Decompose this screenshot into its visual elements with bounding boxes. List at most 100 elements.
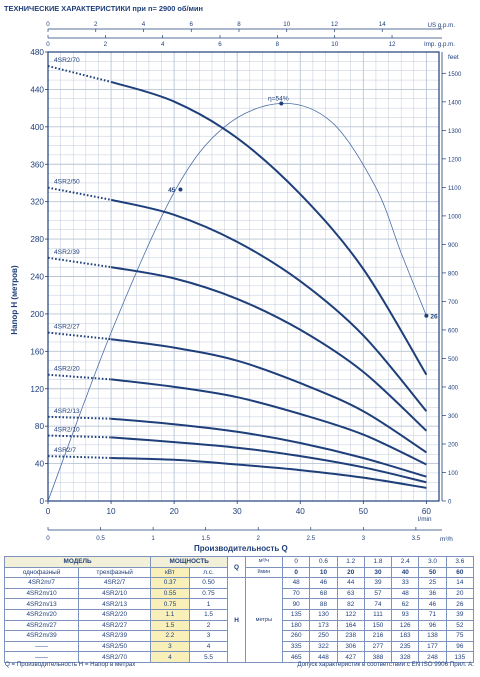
y-tick-label: 240 <box>30 273 44 282</box>
x-tick-label: 30 <box>233 507 243 516</box>
efficiency-marker-label: 45 <box>168 187 176 194</box>
y-tick-label: 480 <box>30 48 44 57</box>
head-value: 335 <box>282 640 311 653</box>
x-axis-title: Производительность Q <box>194 544 288 553</box>
pump-curve-label: 4SR2/10 <box>54 427 80 434</box>
q-header: Q <box>227 555 246 579</box>
head-value: 138 <box>418 630 447 642</box>
head-value: 388 <box>363 651 393 663</box>
head-value: 235 <box>391 640 420 653</box>
head-value: 177 <box>418 640 447 653</box>
feet-tick-label: 900 <box>448 243 459 249</box>
single-phase-model: 4SR2m/20 <box>3 608 80 621</box>
head-value: 14 <box>445 577 475 589</box>
pump-curve <box>110 198 428 412</box>
head-value: 62 <box>391 598 420 610</box>
lmin-value: 40 <box>391 566 420 579</box>
three-phase-model: 4SR2/20 <box>78 608 152 621</box>
power-kw: 0.37 <box>150 577 190 589</box>
impgpm-tick-label: 8 <box>276 41 280 48</box>
m3h-value: 1.8 <box>363 556 393 568</box>
single-phase-model: 4SR2m/10 <box>3 587 80 600</box>
feet-tick-label: 300 <box>448 414 459 420</box>
head-value: 75 <box>445 630 475 642</box>
impgpm-tick-label: 10 <box>331 41 338 48</box>
impgpm-tick-label: 4 <box>161 41 165 48</box>
y-tick-label: 280 <box>30 235 44 244</box>
feet-tick-label: 200 <box>448 442 459 448</box>
y-tick-label: 160 <box>30 347 44 356</box>
single-phase-model: 4SR2m/13 <box>3 598 80 610</box>
head-value: 39 <box>363 577 393 589</box>
head-value: 306 <box>336 640 365 653</box>
x-tick-label: 10 <box>107 507 117 516</box>
feet-tick-label: 1300 <box>448 129 462 135</box>
three-phase-model: 4SR2/27 <box>78 619 152 632</box>
power-hp: 0.75 <box>188 587 229 600</box>
head-value: 150 <box>363 619 393 632</box>
x-tick-label: 60 <box>422 507 432 516</box>
impgpm-tick-label: 12 <box>389 41 396 48</box>
y-tick-label: 440 <box>30 85 44 94</box>
single-phase-model: 4SR2m/39 <box>3 630 80 642</box>
h-header: H <box>227 577 246 663</box>
y-tick-label: 400 <box>30 123 44 132</box>
usgpm-tick-label: 12 <box>331 21 338 28</box>
y-tick-label: 0 <box>39 497 44 506</box>
usgpm-tick-label: 4 <box>142 21 146 28</box>
impgpm-label: Imp. g.p.m. <box>424 41 455 48</box>
single-phase-header: однофазный <box>3 566 80 579</box>
power-hp: 0.50 <box>188 577 229 589</box>
head-value: 93 <box>391 608 420 621</box>
feet-tick-label: 500 <box>448 357 459 363</box>
footnote-tolerance: Допуск характеристик в соответствии с EN… <box>297 661 474 668</box>
chart-plot-layer: 0408012016020024028032036040044048001002… <box>30 21 462 542</box>
head-value: 74 <box>363 598 393 610</box>
power-kw: 4 <box>150 651 190 663</box>
power-kw: 1.5 <box>150 619 190 632</box>
usgpm-tick-label: 6 <box>190 21 194 28</box>
head-value: 52 <box>445 619 475 632</box>
head-value: 71 <box>418 608 447 621</box>
head-value: 465 <box>282 651 311 663</box>
three-phase-model: 4SR2/13 <box>78 598 152 610</box>
three-phase-model: 4SR2/7 <box>78 577 152 589</box>
y-tick-label: 320 <box>30 198 44 207</box>
lmin-value: 20 <box>336 566 365 579</box>
head-value: 63 <box>336 587 365 600</box>
pump-curve-label: 4SR2/13 <box>54 408 80 415</box>
usgpm-tick-label: 14 <box>379 21 386 28</box>
single-phase-model: 4SR2m/7 <box>3 577 80 589</box>
m3h-tick-label: 3.5 <box>412 535 421 542</box>
m3h-value: 3.0 <box>418 556 447 568</box>
head-value: 122 <box>336 608 365 621</box>
usgpm-tick-label: 10 <box>283 21 290 28</box>
m3h-value: 2.4 <box>391 556 420 568</box>
lmin-value: 30 <box>363 566 393 579</box>
chart-title: ТЕХНИЧЕСКИЕ ХАРАКТЕРИСТИКИ при n= 2900 о… <box>4 4 203 13</box>
table-row: 4SR2m/10 4SR2/10 0.55 0.75 70 68 63 57 48 36 20 <box>3 587 475 600</box>
pump-curve <box>110 378 427 466</box>
single-phase-model: 4SR2m/27 <box>3 619 80 632</box>
head-value: 90 <box>282 598 311 610</box>
m3h-tick-label: 2 <box>256 535 260 542</box>
three-phase-model: 4SR2/39 <box>78 630 152 642</box>
head-value: 20 <box>445 587 475 600</box>
head-value: 238 <box>336 630 365 642</box>
head-value: 46 <box>309 577 338 589</box>
power-kw: 0.55 <box>150 587 190 600</box>
m3h-header: м³/ч <box>244 556 284 568</box>
head-value: 328 <box>391 651 420 663</box>
three-phase-model: 4SR2/70 <box>78 651 152 663</box>
impgpm-tick-label: 6 <box>218 41 222 48</box>
pump-curve <box>110 266 428 432</box>
lmin-unit-label: l/min <box>418 516 432 523</box>
feet-tick-label: 1100 <box>448 186 462 192</box>
efficiency-marker-label: 26 <box>430 313 438 320</box>
feet-tick-label: 700 <box>448 300 459 306</box>
m3h-tick-label: 0.5 <box>96 535 105 542</box>
power-hp: 5.5 <box>188 651 229 663</box>
hp-header: л.с. <box>188 566 229 579</box>
